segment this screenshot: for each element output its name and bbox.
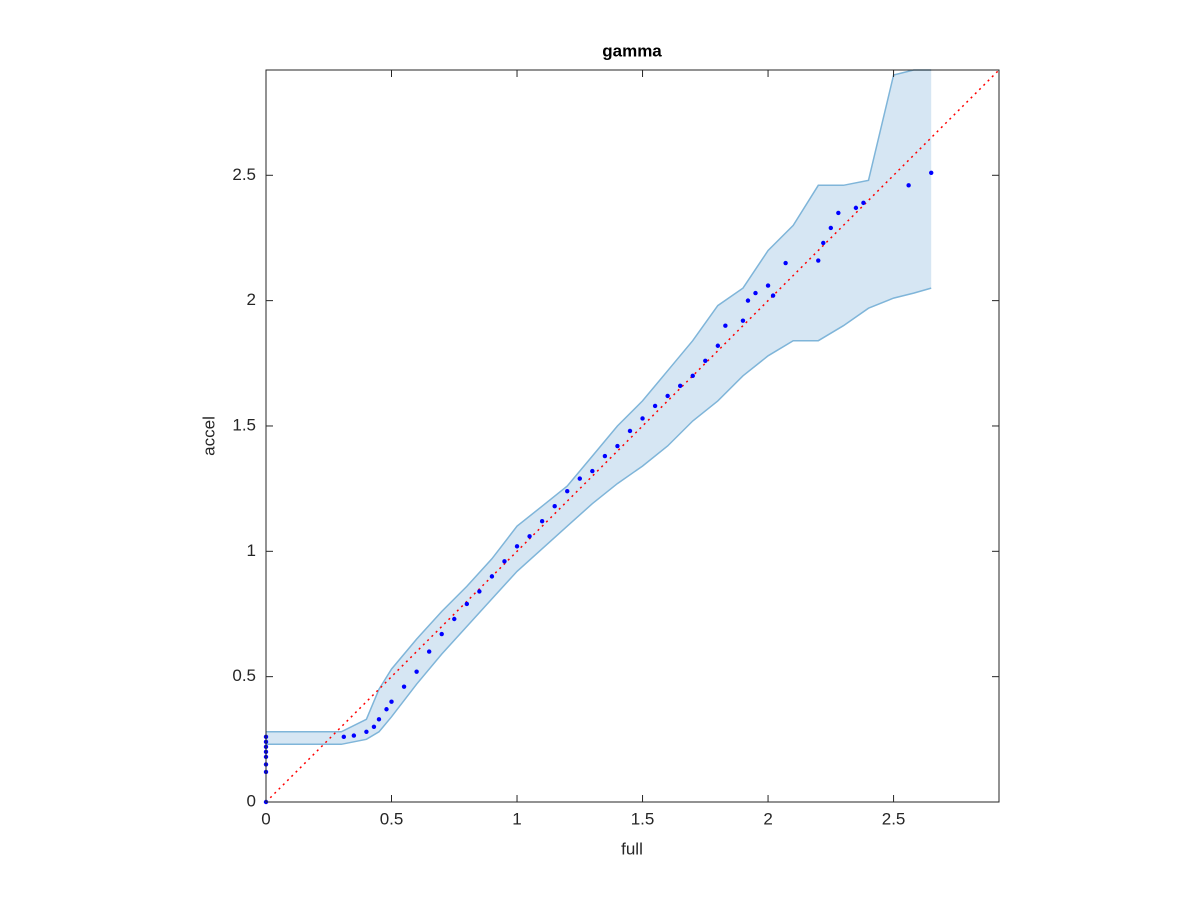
data-point bbox=[364, 729, 369, 735]
y-tick-label: 2 bbox=[247, 290, 256, 309]
data-point bbox=[770, 293, 776, 298]
data-point bbox=[765, 283, 771, 288]
data-point bbox=[539, 519, 545, 524]
data-point bbox=[816, 258, 821, 263]
data-point bbox=[723, 323, 728, 328]
y-tick-label: 1 bbox=[247, 541, 256, 560]
data-point bbox=[514, 544, 520, 549]
x-tick-label: 2.5 bbox=[882, 809, 906, 828]
reference-line bbox=[265, 69, 1000, 803]
data-point bbox=[677, 383, 683, 389]
y-axis-label: accel bbox=[199, 416, 218, 456]
x-tick-label: 0 bbox=[261, 809, 270, 828]
data-point bbox=[828, 225, 834, 231]
data-point bbox=[715, 343, 721, 348]
data-point bbox=[753, 290, 758, 296]
data-point bbox=[740, 318, 746, 323]
data-point bbox=[452, 616, 457, 622]
data-point bbox=[665, 393, 670, 399]
data-point bbox=[640, 416, 645, 421]
data-point bbox=[602, 453, 608, 459]
data-point bbox=[836, 210, 841, 216]
data-point bbox=[414, 669, 419, 674]
data-point bbox=[341, 734, 347, 740]
band-upper-edge bbox=[266, 69, 932, 733]
data-point bbox=[652, 403, 658, 409]
data-point bbox=[745, 298, 751, 303]
data-point bbox=[590, 468, 595, 474]
data-point bbox=[703, 358, 708, 363]
data-point bbox=[389, 699, 394, 704]
data-point bbox=[351, 733, 357, 738]
data-point bbox=[615, 443, 620, 449]
data-point bbox=[384, 707, 389, 712]
y-tick-label: 0 bbox=[247, 791, 256, 810]
data-point bbox=[552, 503, 557, 509]
data-point bbox=[690, 373, 695, 379]
data-point bbox=[464, 601, 470, 607]
data-point bbox=[929, 170, 934, 175]
x-tick-label: 2 bbox=[763, 809, 772, 828]
chart-title: gamma bbox=[602, 41, 662, 60]
band-area bbox=[266, 70, 932, 745]
data-point bbox=[527, 534, 532, 539]
data-point bbox=[477, 589, 482, 594]
plot-frame bbox=[265, 69, 1000, 803]
data-point bbox=[489, 574, 495, 579]
x-axis-label: full bbox=[621, 839, 643, 858]
data-point bbox=[821, 240, 826, 246]
data-point bbox=[853, 205, 859, 211]
y-tick-label: 2.5 bbox=[232, 165, 256, 184]
data-point bbox=[376, 717, 382, 722]
y-tick-label: 0.5 bbox=[232, 666, 256, 685]
data-point bbox=[783, 260, 788, 266]
data-point bbox=[861, 200, 866, 206]
y-tick-label: 1.5 bbox=[232, 415, 256, 434]
data-point bbox=[565, 488, 570, 494]
data-point bbox=[502, 559, 507, 564]
data-point bbox=[906, 183, 911, 188]
x-tick-label: 1.5 bbox=[631, 809, 655, 828]
data-point bbox=[426, 649, 432, 654]
data-point bbox=[401, 684, 407, 689]
x-tick-label: 0.5 bbox=[380, 809, 404, 828]
band-lower-edge bbox=[266, 287, 932, 746]
data-point bbox=[371, 724, 377, 729]
data-point bbox=[577, 476, 582, 481]
data-point bbox=[627, 428, 633, 434]
data-point bbox=[439, 631, 444, 637]
x-tick-label: 1 bbox=[512, 809, 521, 828]
